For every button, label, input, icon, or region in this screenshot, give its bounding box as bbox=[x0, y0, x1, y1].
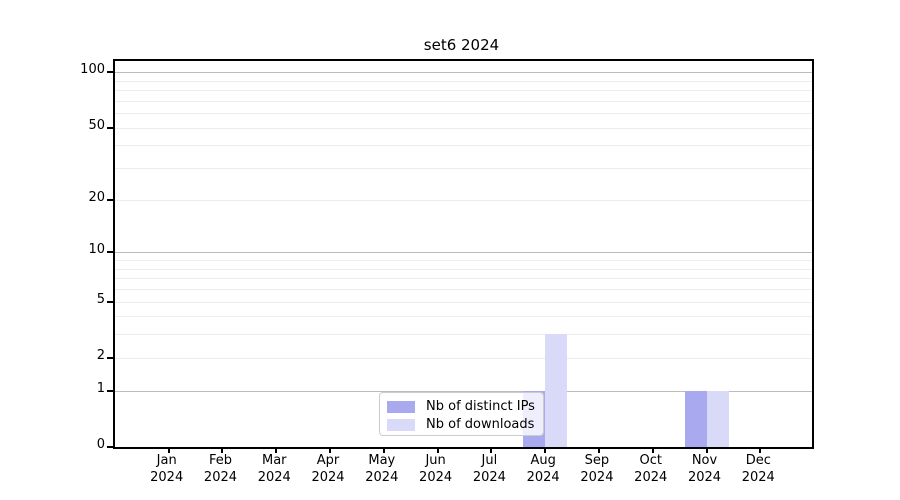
chart-title: set6 2024 bbox=[423, 36, 500, 54]
x-tick-label: Sep 2024 bbox=[580, 453, 614, 485]
x-tick bbox=[221, 447, 224, 453]
x-tick bbox=[167, 447, 170, 453]
gridline-minor bbox=[115, 199, 812, 201]
legend-swatch bbox=[387, 418, 415, 431]
x-tick-label: Jan 2024 bbox=[150, 453, 184, 485]
x-tick bbox=[490, 447, 493, 453]
y-tick bbox=[107, 251, 113, 254]
gridline-minor bbox=[115, 80, 812, 82]
y-tick bbox=[107, 356, 113, 359]
y-tick-label: 0 bbox=[96, 437, 105, 452]
x-tick bbox=[705, 447, 708, 453]
y-tick-label: 10 bbox=[88, 242, 105, 258]
gridline-minor bbox=[115, 301, 812, 303]
y-tick-label: 20 bbox=[88, 189, 105, 205]
x-tick-label: Dec 2024 bbox=[741, 453, 775, 485]
gridline-minor bbox=[115, 316, 812, 318]
y-tick bbox=[107, 300, 113, 303]
legend-label: Nb of downloads bbox=[426, 417, 535, 432]
gridline-minor bbox=[115, 90, 812, 92]
gridline-minor bbox=[115, 288, 812, 290]
y-tick bbox=[107, 71, 113, 74]
legend-label: Nb of distinct IPs bbox=[426, 399, 535, 414]
y-tick-label: 1 bbox=[96, 380, 105, 396]
x-tick bbox=[651, 447, 654, 453]
gridline-minor bbox=[115, 100, 812, 102]
y-tick-label: 2 bbox=[96, 347, 105, 363]
y-tick bbox=[107, 446, 113, 448]
gridline-minor bbox=[115, 168, 812, 170]
y-tick-label: 50 bbox=[88, 117, 105, 133]
legend-item: Nb of downloads bbox=[387, 416, 535, 433]
y-tick bbox=[107, 126, 113, 129]
y-tick bbox=[107, 198, 113, 201]
x-tick-label: Jun 2024 bbox=[419, 453, 453, 485]
legend-swatch bbox=[387, 400, 415, 413]
x-tick-label: Aug 2024 bbox=[526, 453, 560, 485]
gridline-major bbox=[115, 252, 812, 254]
gridline-minor bbox=[115, 278, 812, 280]
x-tick bbox=[597, 447, 600, 453]
x-tick-label: Jul 2024 bbox=[472, 453, 506, 485]
x-tick bbox=[436, 447, 439, 453]
gridline-minor bbox=[115, 127, 812, 129]
x-tick-label: Mar 2024 bbox=[257, 453, 291, 485]
y-tick-label: 100 bbox=[80, 62, 105, 78]
gridline-minor bbox=[115, 145, 812, 147]
x-tick bbox=[759, 447, 762, 453]
x-tick-label: Oct 2024 bbox=[634, 453, 668, 485]
x-tick-label: Apr 2024 bbox=[311, 453, 345, 485]
bar-nb-of-downloads-aug-2024 bbox=[545, 334, 568, 447]
bar-nb-of-downloads-nov-2024 bbox=[706, 390, 729, 447]
x-tick bbox=[275, 447, 278, 453]
x-tick bbox=[329, 447, 332, 453]
x-tick-label: Nov 2024 bbox=[687, 453, 722, 485]
gridline-minor bbox=[115, 268, 812, 270]
x-tick-label: May 2024 bbox=[365, 453, 399, 485]
x-tick bbox=[382, 447, 385, 453]
y-tick bbox=[107, 389, 113, 392]
gridline-major bbox=[115, 72, 812, 74]
gridline-major bbox=[115, 390, 812, 392]
gridline-minor bbox=[115, 334, 812, 336]
gridline-minor bbox=[115, 260, 812, 262]
legend-item: Nb of distinct IPs bbox=[387, 398, 535, 415]
legend: Nb of distinct IPs Nb of downloads bbox=[379, 392, 544, 436]
gridline-minor bbox=[115, 113, 812, 115]
x-tick-label: Feb 2024 bbox=[203, 453, 238, 485]
x-tick bbox=[544, 447, 547, 453]
gridline-minor bbox=[115, 357, 812, 359]
plot-area bbox=[107, 59, 814, 453]
y-tick-label: 5 bbox=[96, 291, 105, 307]
bar-nb-of-distinct-ips-nov-2024 bbox=[684, 390, 707, 447]
